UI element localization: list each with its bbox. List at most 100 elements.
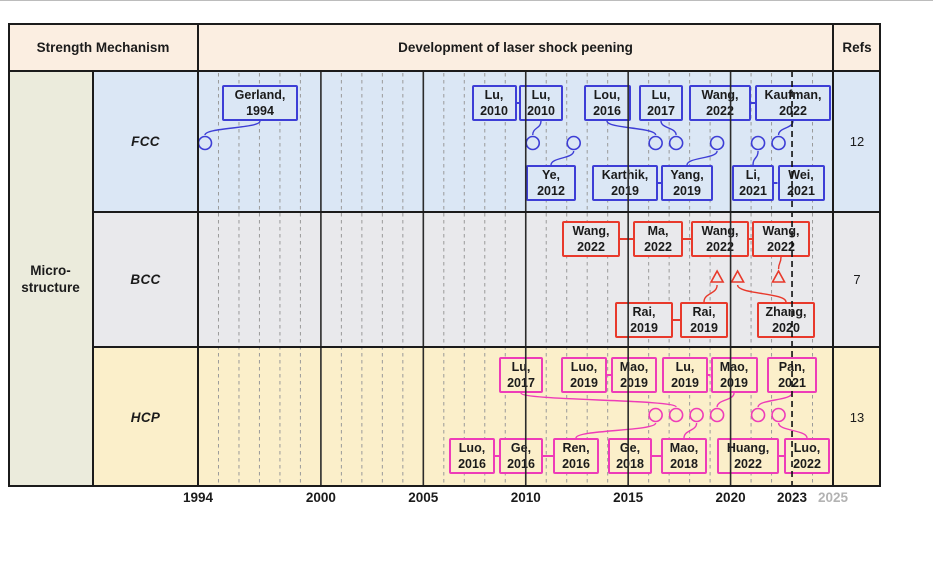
entry-author: Rai, <box>692 305 716 319</box>
timeline-entry-box: Wei, 2021 <box>777 165 825 201</box>
row-group-label-line2: structure <box>21 280 80 295</box>
entry-year: 2016 <box>507 456 535 471</box>
axis-tick-label: 2015 <box>613 490 644 505</box>
entry-author: Luo, <box>458 441 486 455</box>
entry-author: Pan, <box>778 360 806 374</box>
entry-year: 2022 <box>706 239 734 254</box>
timeline-entry-box: Wang, 2022 <box>691 221 749 257</box>
entry-year: 1994 <box>246 103 274 118</box>
entry-year: 2018 <box>670 456 698 471</box>
timeline-entry-box: Ge, 2016 <box>499 438 543 474</box>
entry-year: 2021 <box>739 183 767 198</box>
entry-author: Mao, <box>669 441 699 455</box>
entry-author: Ge, <box>619 441 641 455</box>
axis-tick-label: 2025 <box>817 490 849 505</box>
entry-year: 2022 <box>734 456 762 471</box>
timeline-entry-box: Gerland, 1994 <box>222 85 298 121</box>
entry-author: Mao, <box>619 360 649 374</box>
entry-year: 2022 <box>706 103 734 118</box>
entry-author: Kaufman, <box>764 88 822 102</box>
refs-count-fcc: 12 <box>833 71 881 212</box>
timeline-entry-box: Lu, 2010 <box>471 85 517 121</box>
entry-author: Zhang, <box>765 305 807 319</box>
refs-count-hcp: 13 <box>833 347 881 487</box>
entry-author: Lu, <box>484 88 504 102</box>
entry-author: Lu, <box>531 88 551 102</box>
timeline-entry-box: Luo, 2022 <box>784 438 830 474</box>
entry-year: 2010 <box>480 103 508 118</box>
timeline-entry-box: Ye, 2012 <box>526 165 576 201</box>
header-refs: Refs <box>833 23 881 71</box>
entry-author: Luo, <box>793 441 821 455</box>
timeline-entry-box: Mao, 2018 <box>661 438 707 474</box>
timeline-entry-box: Li, 2021 <box>732 165 774 201</box>
timeline-entry-box: Ren, 2016 <box>553 438 599 474</box>
entry-author: Wang, <box>701 88 739 102</box>
row-label-fcc: FCC <box>93 71 198 212</box>
timeline-entry-box: Rai, 2019 <box>615 302 673 338</box>
timeline-entry-box: Huang, 2022 <box>717 438 779 474</box>
axis-tick-label: 2005 <box>408 490 439 505</box>
axis-tick-label: 1994 <box>182 490 214 505</box>
timeline-entry-box: Rai, 2019 <box>680 302 728 338</box>
entry-author: Wang, <box>701 224 739 238</box>
entry-year: 2019 <box>720 375 748 390</box>
row-group-label-microstructure: Micro- structure <box>8 71 93 487</box>
entry-year: 2020 <box>772 320 800 335</box>
entry-author: Ren, <box>562 441 590 455</box>
timeline-entry-box: Yang, 2019 <box>661 165 713 201</box>
figure-title: Development of laser shock peening <box>198 23 833 71</box>
entry-year: 2022 <box>767 239 795 254</box>
entry-year: 2021 <box>778 375 806 390</box>
row-label-bcc: BCC <box>93 212 198 347</box>
timeline-entry-box: Ge, 2018 <box>608 438 652 474</box>
entry-year: 2019 <box>611 183 639 198</box>
axis-tick-label: 2020 <box>715 490 746 505</box>
timeline-entry-box: Lou, 2016 <box>583 85 631 121</box>
entry-author: Ge, <box>510 441 532 455</box>
timeline-entry-box: Lu, 2010 <box>519 85 563 121</box>
timeline-entry-box: Mao, 2019 <box>710 357 758 393</box>
entry-author: Ma, <box>647 224 669 238</box>
entry-author: Huang, <box>726 441 770 455</box>
entry-year: 2010 <box>527 103 555 118</box>
entry-author: Ye, <box>541 168 561 182</box>
timeline-entry-box: Lu, 2017 <box>639 85 683 121</box>
refs-count-bcc: 7 <box>833 212 881 347</box>
entry-author: Rai, <box>632 305 656 319</box>
entry-author: Lu, <box>511 360 531 374</box>
entry-year: 2022 <box>644 239 672 254</box>
entry-author: Li, <box>745 168 761 182</box>
entry-author: Lou, <box>593 88 621 102</box>
timeline-entry-box: Kaufman, 2022 <box>755 85 831 121</box>
entry-author: Wang, <box>762 224 800 238</box>
timeline-entry-box: Mao, 2019 <box>611 357 657 393</box>
axis-tick-label: 2010 <box>510 490 541 505</box>
entry-year: 2019 <box>690 320 718 335</box>
entry-year: 2022 <box>793 456 821 471</box>
timeline-entry-box: Lu, 2019 <box>662 357 708 393</box>
top-rule-divider <box>0 0 933 1</box>
timeline-entry-box: Wang, 2022 <box>562 221 620 257</box>
timeline-entry-box: Karthik, 2019 <box>592 165 658 201</box>
entry-year: 2012 <box>537 183 565 198</box>
axis-tick-label: 2023 <box>777 490 808 505</box>
entry-year: 2019 <box>630 320 658 335</box>
entry-author: Mao, <box>719 360 749 374</box>
row-label-hcp: HCP <box>93 347 198 487</box>
timeline-entry-box: Wang, 2022 <box>752 221 810 257</box>
entry-year: 2019 <box>671 375 699 390</box>
timeline-entry-box: Pan, 2021 <box>767 357 817 393</box>
entry-author: Lu, <box>675 360 695 374</box>
entry-year: 2016 <box>593 103 621 118</box>
entry-year: 2019 <box>620 375 648 390</box>
entry-year: 2022 <box>779 103 807 118</box>
entry-year: 2016 <box>458 456 486 471</box>
timeline-entry-box: Lu, 2017 <box>499 357 543 393</box>
header-strength-mechanism: Strength Mechanism <box>8 23 198 71</box>
entry-year: 2018 <box>616 456 644 471</box>
axis-tick-label: 2000 <box>305 490 336 505</box>
entry-author: Luo, <box>570 360 598 374</box>
entry-year: 2016 <box>562 456 590 471</box>
